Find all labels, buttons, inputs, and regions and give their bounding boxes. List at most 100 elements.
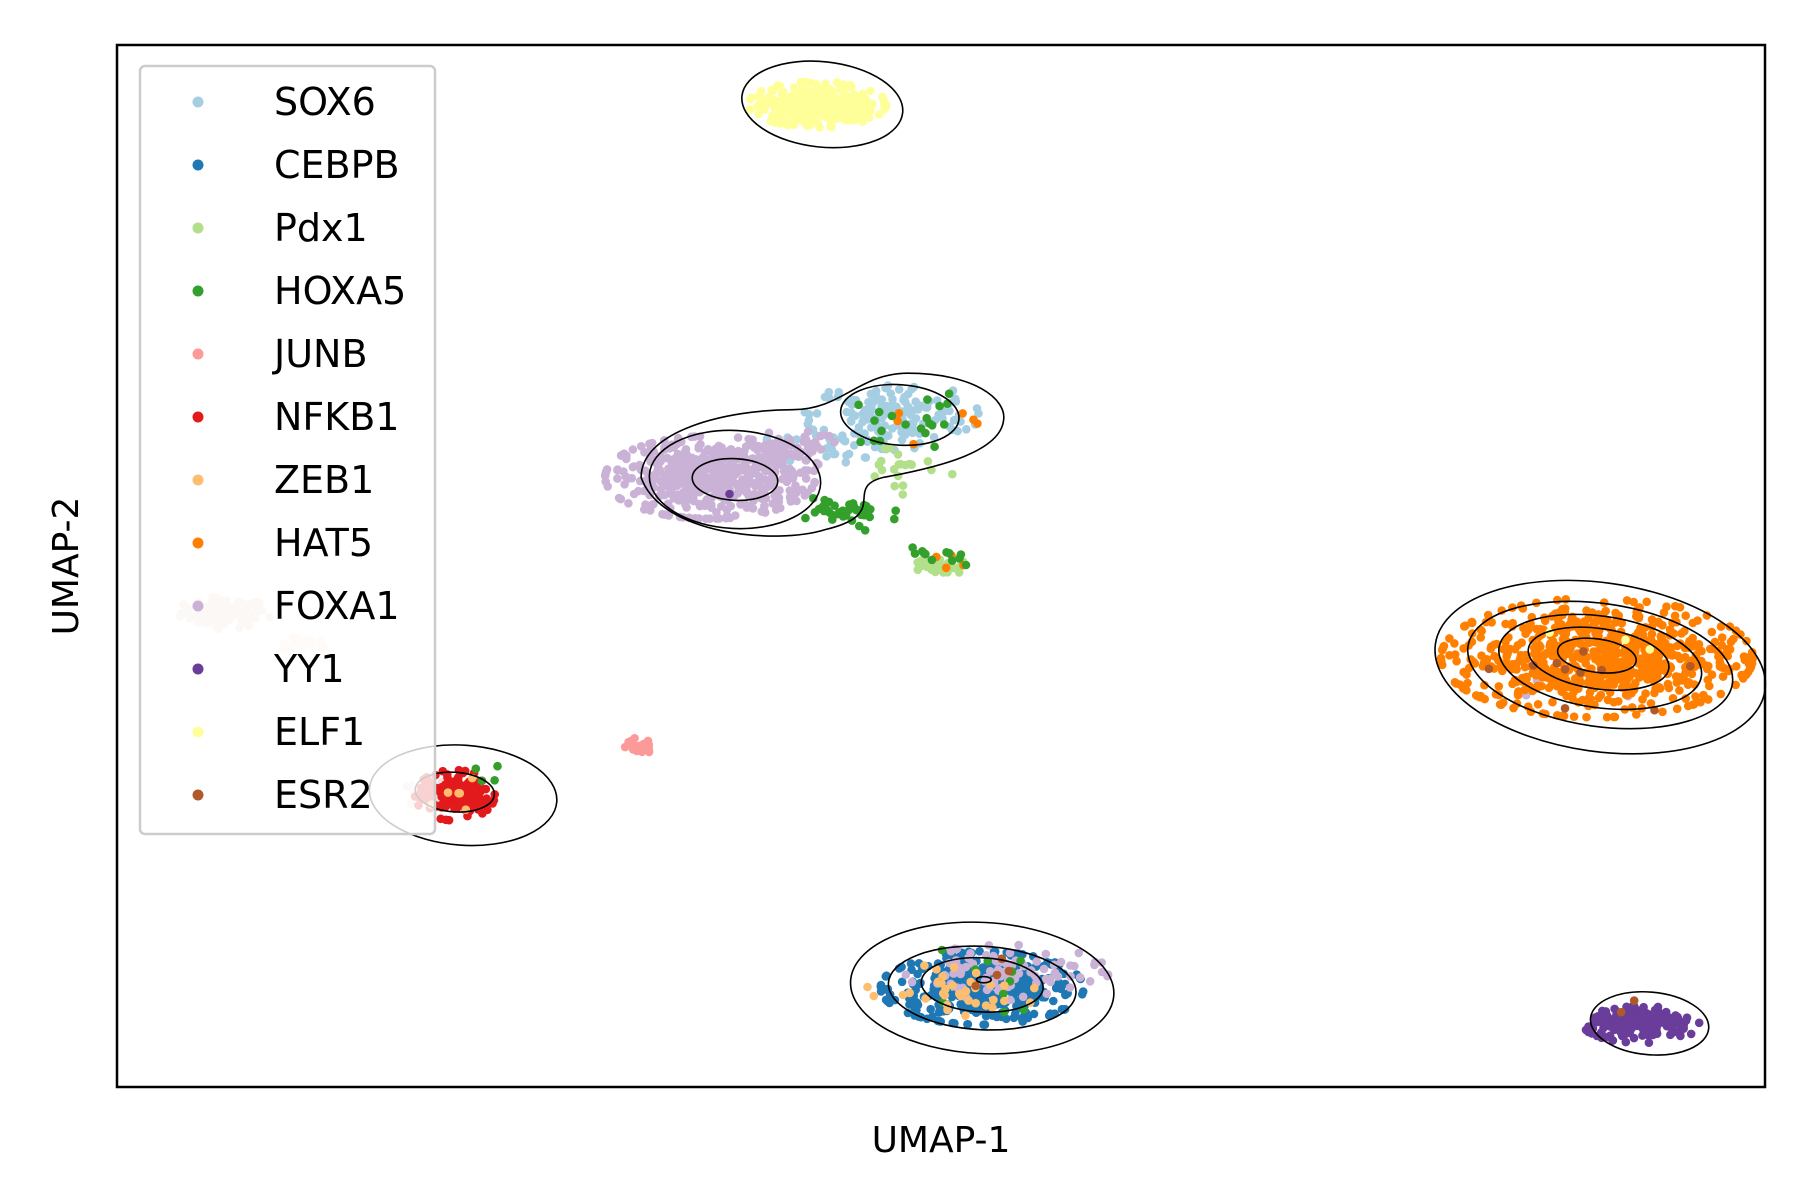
point-cebpb [1060,1004,1070,1014]
point-esr2 [1529,661,1538,670]
point-elf1 [852,95,862,104]
point-sox6 [904,406,913,416]
point-yy1 [1679,1024,1688,1033]
point-foxa1 [731,511,740,520]
point-elf1 [783,120,792,130]
point-hat5 [1548,697,1557,707]
point-hat5 [1437,657,1446,667]
point-foxa1 [956,967,966,976]
point-cebpb [897,977,907,987]
density-contour [648,429,822,530]
point-pdx1 [893,450,903,459]
point-hat5 [1569,712,1579,721]
point-hat5 [1747,648,1757,657]
point-foxa1 [1097,958,1106,967]
point-elf1 [846,80,855,90]
point-elf1 [794,98,804,108]
point-hoxa5 [947,556,957,565]
point-cebpb [1053,981,1062,990]
point-esr2 [1560,665,1570,674]
point-esr2 [1686,661,1695,671]
point-hat5 [1664,683,1674,693]
legend-label: ESR2 [274,773,373,817]
point-hat5 [1480,680,1489,690]
legend-label: NFKB1 [274,395,399,439]
point-yy1 [1640,1029,1649,1039]
point-foxa1 [1090,960,1099,970]
point-hat5 [1638,630,1648,640]
density-contours [368,60,1767,1056]
point-hoxa5 [877,426,886,436]
legend-item-elf1: ELF1 [192,710,365,754]
point-sox6 [900,397,910,407]
legend-label: HOXA5 [274,269,406,313]
point-hat5 [969,415,978,425]
point-foxa1 [789,470,799,479]
point-foxa1 [748,435,757,445]
point-zeb1 [869,991,879,1001]
point-hoxa5 [944,548,954,558]
point-hat5 [1739,652,1749,661]
point-hat5 [1691,650,1701,660]
point-hat5 [1717,633,1727,642]
point-zeb1 [961,1011,970,1020]
point-hoxa5 [916,424,926,433]
point-elf1 [814,93,824,103]
point-hat5 [1548,651,1557,661]
legend-marker [192,159,204,171]
point-hat5 [1671,601,1680,611]
point-hoxa5 [935,401,944,411]
point-hat5 [1499,644,1508,654]
point-foxa1 [601,477,610,486]
point-hat5 [1672,704,1682,714]
point-hoxa5 [870,416,879,425]
point-foxa1 [734,446,743,456]
point-hat5 [1691,692,1700,701]
point-hat5 [1705,681,1714,691]
point-hat5 [1604,664,1613,674]
point-esr2 [1552,658,1562,668]
point-hat5 [1714,652,1723,661]
point-hat5 [1655,683,1664,692]
point-foxa1 [760,501,769,511]
point-yy1 [1622,1015,1631,1025]
point-yy1 [1601,1007,1611,1016]
legend-item-cebpb: CEBPB [192,143,400,187]
point-hat5 [1501,637,1510,647]
point-foxa1 [770,466,780,476]
point-foxa1 [779,467,789,476]
point-yy1 [1637,1012,1646,1021]
point-cebpb [912,1005,921,1015]
point-foxa1 [661,475,670,485]
point-foxa1 [829,438,839,447]
point-hoxa5 [819,501,828,511]
plot-frame [115,43,1767,1089]
point-cebpb [1078,987,1088,996]
point-foxa1 [726,466,736,475]
point-hat5 [1540,616,1550,626]
point-hat5 [1509,703,1518,713]
point-hat5 [1462,670,1471,679]
point-yy1 [1686,1029,1696,1039]
legend-marker [192,285,204,297]
point-foxa1 [825,431,834,441]
point-nfkb1 [465,794,474,804]
point-foxa1 [736,466,746,475]
point-elf1 [784,92,794,102]
point-sox6 [849,441,859,450]
point-hat5 [1582,606,1591,615]
point-hat5 [1539,662,1549,671]
point-zeb1 [940,991,950,1000]
legend-marker [192,600,204,612]
point-foxa1 [1018,992,1028,1002]
point-yy1 [1644,1038,1654,1047]
point-hoxa5 [956,550,966,559]
point-sox6 [837,434,847,443]
legend-marker [192,348,204,360]
point-zeb1 [443,788,453,797]
legend-label: FOXA1 [274,584,400,628]
point-hat5 [1480,694,1489,704]
point-zeb1 [971,968,981,978]
point-foxa1 [645,506,655,515]
density-contour [1497,613,1703,711]
